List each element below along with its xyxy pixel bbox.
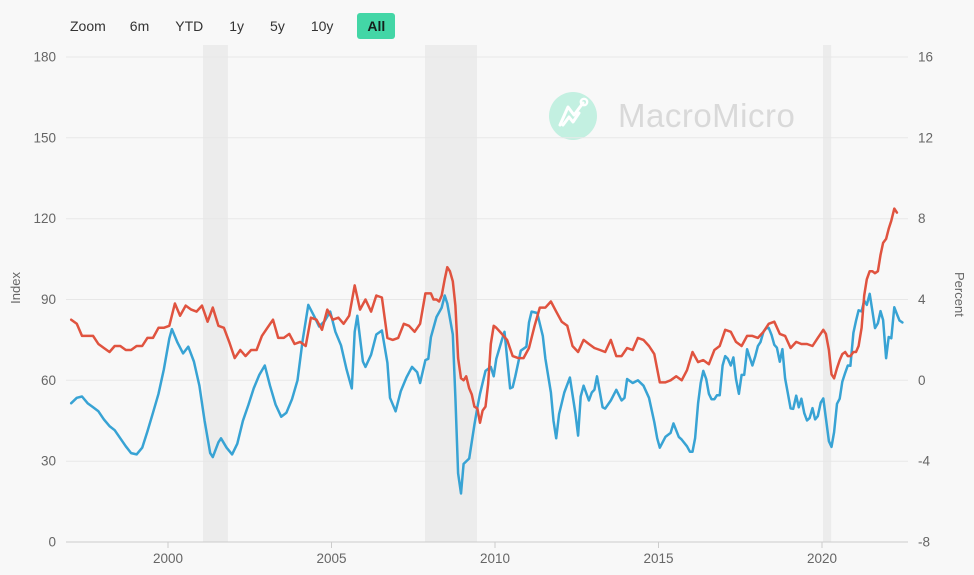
x-tick-label: 2000 bbox=[153, 551, 183, 566]
recession-band bbox=[203, 45, 228, 542]
right-axis-tick-label: 0 bbox=[918, 373, 926, 388]
range-button-ytd[interactable]: YTD bbox=[175, 18, 204, 34]
range-button-10y[interactable]: 10y bbox=[310, 18, 334, 34]
mountain-chart-icon bbox=[558, 97, 589, 127]
right-axis-title: Percent bbox=[952, 272, 967, 317]
blue-index-series[interactable] bbox=[69, 292, 904, 495]
brand-logo-icon bbox=[549, 92, 597, 140]
x-tick-label: 2015 bbox=[643, 551, 673, 566]
red-percent-series[interactable] bbox=[69, 207, 899, 425]
right-axis-tick-label: 8 bbox=[918, 211, 926, 226]
left-axis-tick-label: 180 bbox=[33, 50, 56, 65]
recession-band bbox=[823, 45, 832, 542]
range-button-6m[interactable]: 6m bbox=[129, 18, 150, 34]
left-axis-tick-label: 60 bbox=[41, 373, 56, 388]
left-axis-tick-label: 90 bbox=[41, 292, 56, 307]
range-button-5y[interactable]: 5y bbox=[270, 18, 285, 34]
left-axis-tick-label: 120 bbox=[33, 211, 56, 226]
range-button-1y[interactable]: 1y bbox=[229, 18, 245, 34]
left-axis-tick-label: 0 bbox=[48, 535, 56, 550]
range-button-all[interactable]: All bbox=[357, 13, 396, 39]
left-axis-tick-label: 30 bbox=[41, 454, 56, 469]
x-tick-label: 2010 bbox=[480, 551, 510, 566]
zoom-toolbar: Zoom 6m YTD 1y 5y 10y All bbox=[70, 11, 396, 41]
x-tick-label: 2005 bbox=[316, 551, 346, 566]
x-tick-label: 2020 bbox=[807, 551, 837, 566]
zoom-label: Zoom bbox=[70, 18, 106, 34]
right-axis-tick-label: -4 bbox=[918, 454, 930, 469]
recession-band bbox=[425, 45, 477, 542]
right-axis-tick-label: 4 bbox=[918, 292, 926, 307]
left-axis-tick-label: 150 bbox=[33, 130, 56, 145]
right-axis-tick-label: 16 bbox=[918, 50, 933, 65]
watermark: MacroMicro bbox=[549, 92, 795, 140]
right-axis-tick-label: -8 bbox=[918, 535, 930, 550]
right-axis-tick-label: 12 bbox=[918, 130, 933, 145]
watermark-brand-text: MacroMicro bbox=[618, 97, 796, 134]
